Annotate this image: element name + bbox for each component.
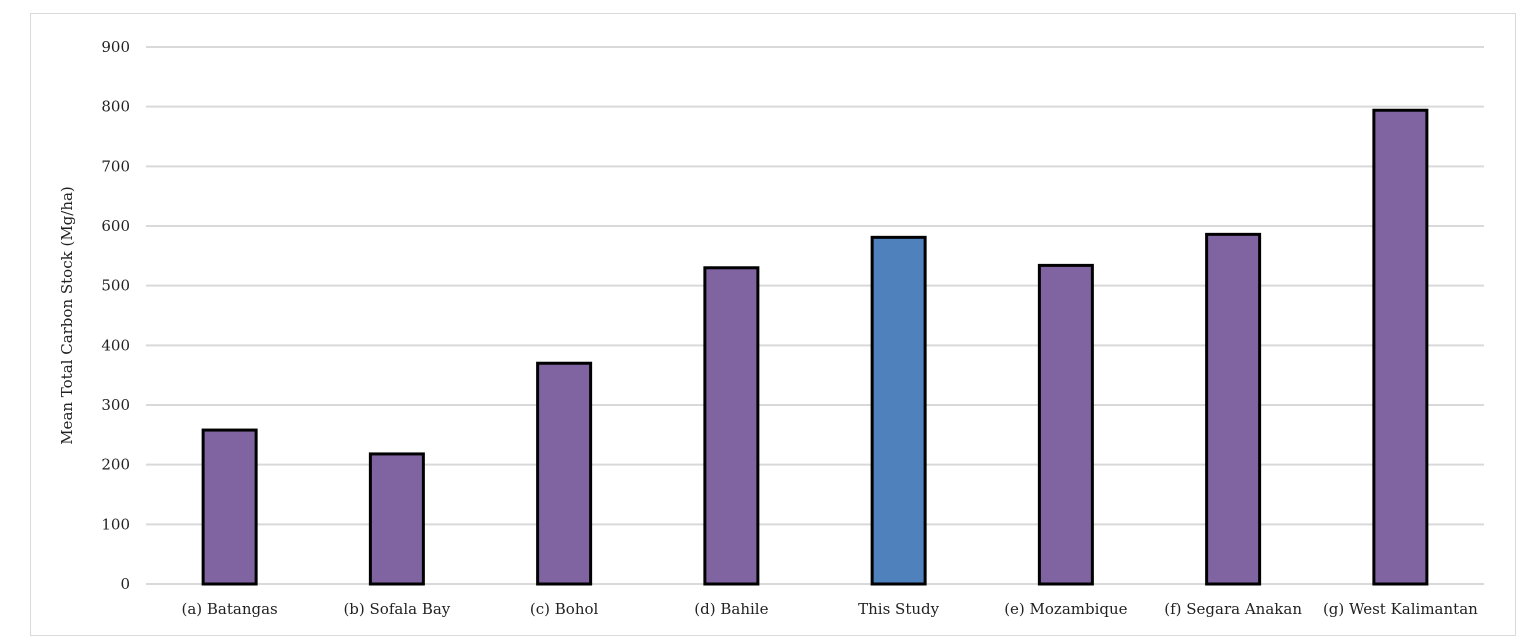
x-tick-label: (a) Batangas [181, 600, 277, 618]
y-tick-label: 900 [101, 38, 130, 56]
x-axis-tick-labels: (a) Batangas (b) Sofala Bay (c) Bohol (d) B… [181, 600, 1478, 618]
x-tick-label: (c) Bohol [530, 600, 599, 618]
y-tick-label: 300 [101, 396, 130, 414]
x-tick-label: (g) West Kalimantan [1323, 600, 1478, 618]
y-axis-tick-labels: 0 100 200 300 400 500 600 700 800 900 [101, 38, 130, 593]
y-tick-label: 600 [101, 217, 130, 235]
bar-g-west-kalimantan [1372, 108, 1429, 586]
bar-b-sofala-bay [368, 452, 425, 586]
y-tick-label: 200 [101, 456, 130, 474]
y-tick-label: 500 [101, 277, 130, 295]
y-tick-label: 0 [120, 575, 130, 593]
bar-a-batangas [201, 428, 258, 586]
bars [201, 108, 1429, 586]
y-tick-label: 700 [101, 157, 130, 175]
y-axis-title: Mean Total Carbon Stock (Mg/ha) [58, 186, 76, 445]
bar-e-mozambique [1037, 263, 1094, 586]
chart-frame [30, 13, 1516, 636]
x-tick-label: (e) Mozambique [1004, 600, 1127, 618]
x-tick-label: (b) Sofala Bay [343, 600, 450, 618]
x-tick-label: (d) Bahile [694, 600, 768, 618]
x-tick-label: This Study [858, 600, 939, 618]
y-tick-label: 800 [101, 98, 130, 116]
gridlines [146, 46, 1484, 585]
bar-c-bohol [536, 361, 593, 586]
bar-this-study [870, 235, 927, 586]
x-tick-label: (f) Segara Anakan [1164, 600, 1302, 618]
y-tick-label: 100 [101, 515, 130, 533]
bar-f-segara-anakan [1205, 232, 1262, 586]
bar-d-bahile [703, 266, 760, 586]
y-tick-label: 400 [101, 336, 130, 354]
